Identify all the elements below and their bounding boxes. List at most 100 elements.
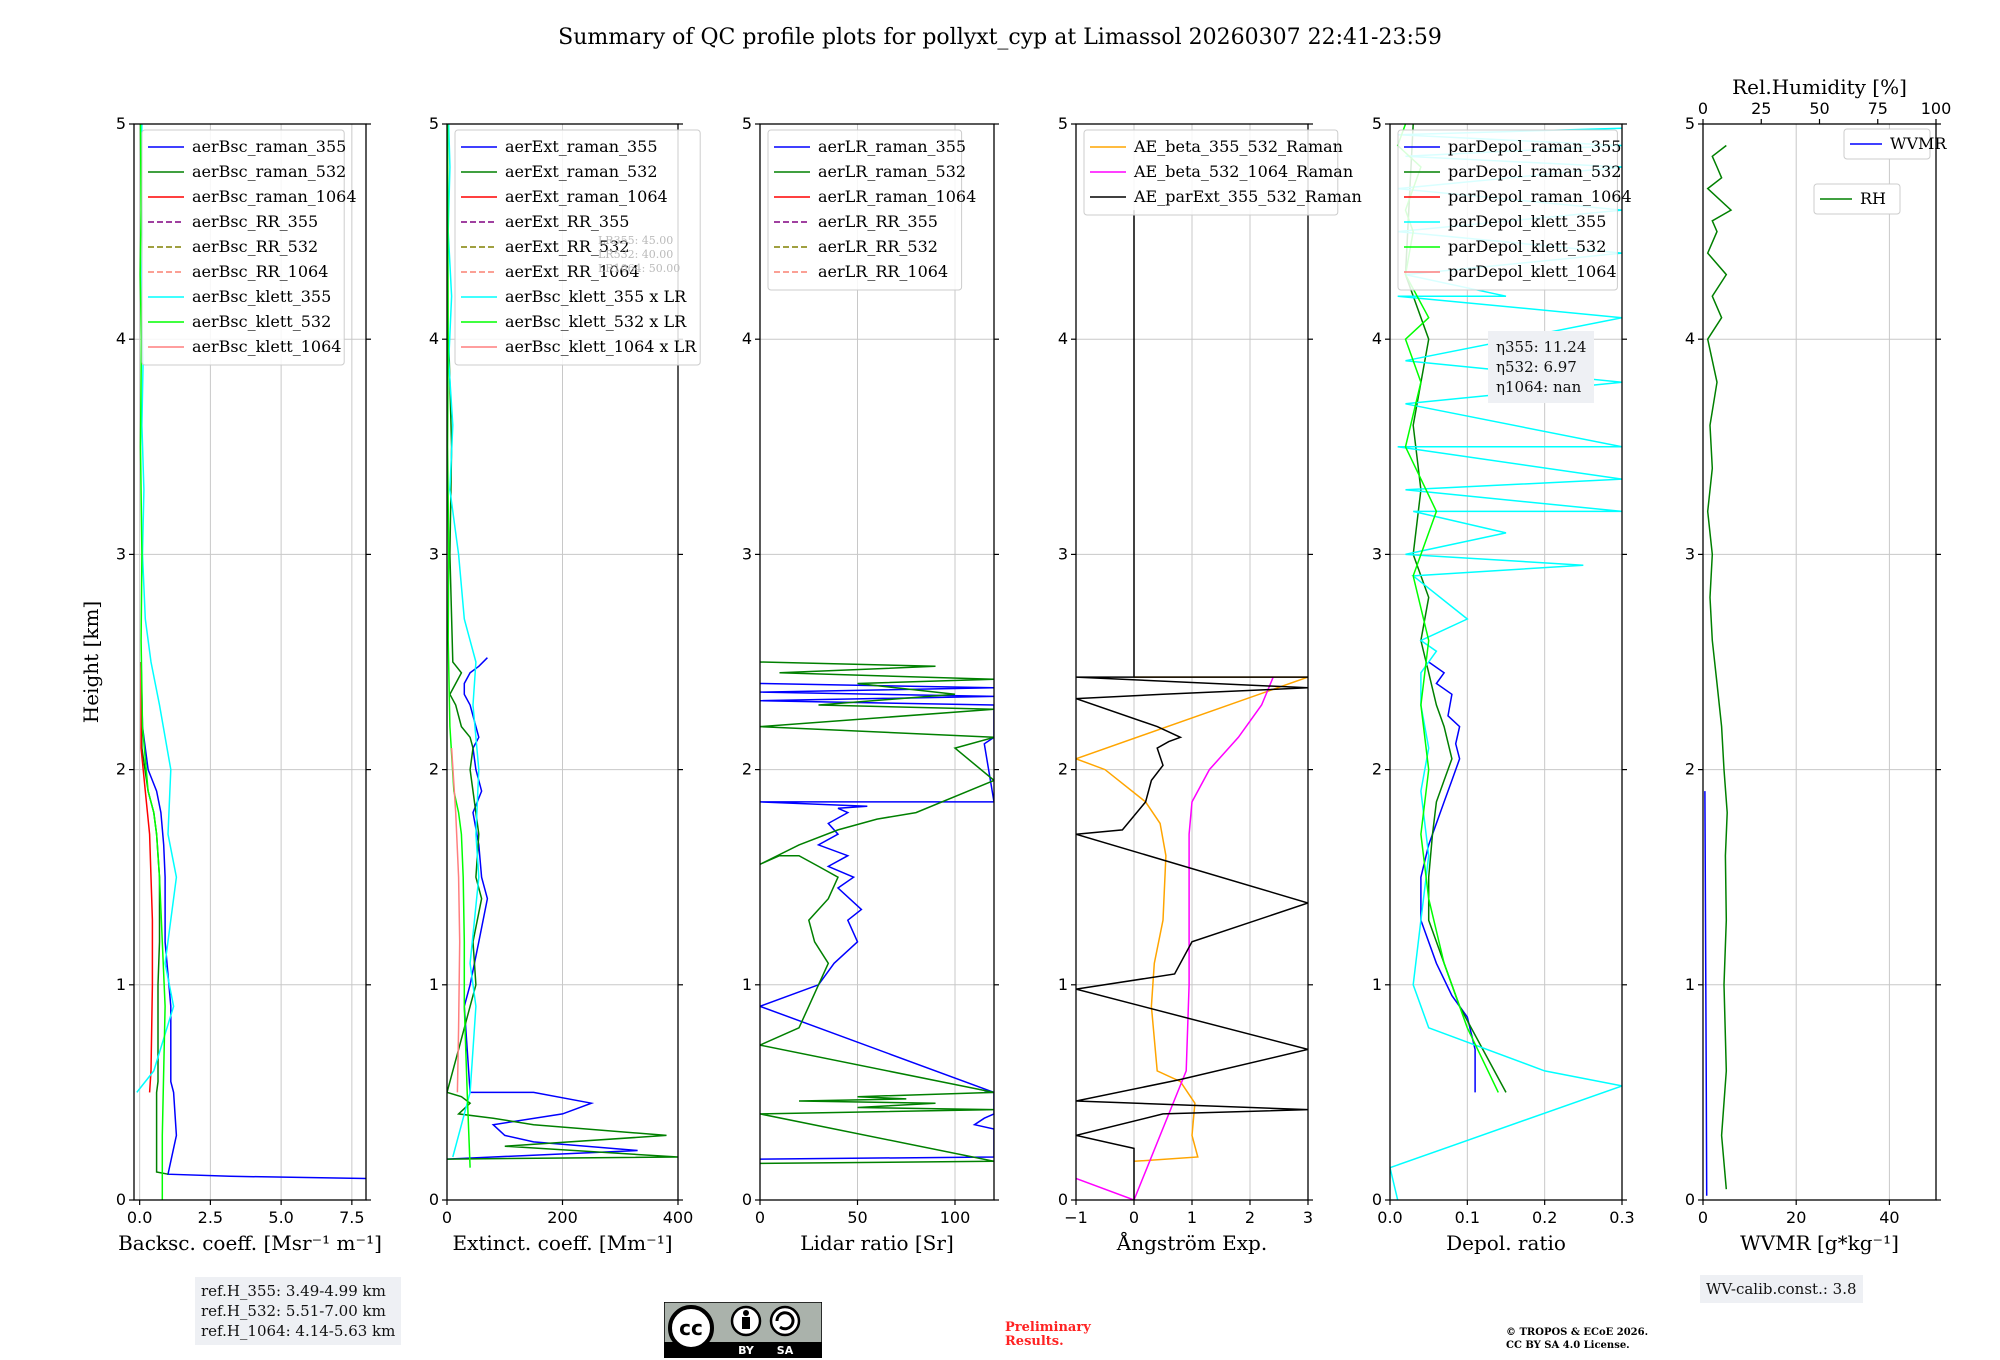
legend-entry-aerExt_raman_532: aerExt_raman_532 [505, 162, 658, 181]
y-tick-label: 3 [1685, 544, 1695, 563]
x2-tick-label: 75 [1868, 99, 1888, 118]
series-group [1076, 210, 1308, 1200]
series-line-aerExt_raman_355 [447, 657, 638, 1160]
eta-1064: η1064: nan [1496, 378, 1582, 396]
legend-entry-aerExt_raman_1064: aerExt_raman_1064 [505, 187, 668, 206]
legend-entry-aerBsc_RR_355: aerBsc_RR_355 [192, 212, 318, 231]
preliminary-line-1: Preliminary [1005, 1320, 1091, 1335]
chart-panel-depol: 0.0 0.1 0.2 0.3 0 1 2 3 4 5 Depol. ratio parDepol_r… [1372, 114, 1635, 1255]
x-axis-label: Depol. ratio [1446, 1231, 1566, 1255]
reference-height-box: ref.H_355: 3.49-4.99 km ref.H_532: 5.51-… [195, 1277, 402, 1345]
legend-entry-aerExt_RR_1064: aerExt_RR_1064 [505, 262, 640, 281]
sa-label: SA [777, 1344, 794, 1357]
series-line-aerBsc_raman_532 [140, 661, 169, 1175]
y-tick-label: 2 [1372, 760, 1382, 779]
legend-entry-aerBsc_klett_355 x LR: aerBsc_klett_355 x LR [505, 287, 687, 306]
ref-height-1064: ref.H_1064: 4.14-5.63 km [201, 1322, 396, 1340]
legend: AE_beta_355_532_Raman AE_beta_532_1064_Ra… [1083, 129, 1362, 216]
y-tick-label: 0 [116, 1190, 126, 1209]
legend-box [141, 129, 345, 366]
x-tick-label: −1 [1064, 1208, 1088, 1227]
chart-panel-wv: 0 20 40 0 1 2 3 4 5 WVMR [g*kg⁻¹] 0 25 50 75 100 Rel.Hu… [1685, 75, 1951, 1255]
series-group [1704, 144, 1733, 1196]
legend-entry-parDepol_raman_532: parDepol_raman_532 [1448, 162, 1621, 181]
copyright-line-1: © TROPOS & ECoE 2026. [1506, 1327, 1649, 1338]
x-tick-label: 0 [1129, 1208, 1139, 1227]
svg-text:cc: cc [679, 1316, 703, 1340]
x2-tick-label: 100 [1921, 99, 1952, 118]
x-tick-label: 0 [1698, 1208, 1708, 1227]
by-label: BY [738, 1344, 755, 1357]
x-tick-label: 3 [1303, 1208, 1313, 1227]
series-line-aerBsc_klett_532 x LR [447, 124, 471, 1168]
series-line-aerExt_raman_532 [447, 339, 678, 1160]
legend-entry-AE_beta_355_532_Raman: AE_beta_355_532_Raman [1133, 137, 1343, 156]
y-tick-label: 4 [1372, 329, 1382, 348]
lidar-ratio-note: LR355: 45.00 LR532: 40.00 LR1064: 50.00 [598, 234, 680, 276]
legend-entry-aerBsc_raman_1064: aerBsc_raman_1064 [192, 187, 357, 206]
axes-frame [133, 123, 367, 1201]
x-tick-label: 0.0 [1377, 1208, 1402, 1227]
y-tick-label: 0 [429, 1190, 439, 1209]
y-tick-label: 2 [742, 760, 752, 779]
legend-entry-aerLR_raman_1064: aerLR_raman_1064 [818, 187, 976, 206]
y-tick-label: 1 [116, 975, 126, 994]
legend-box [454, 129, 701, 366]
preliminary-note: Preliminary Results. [1005, 1321, 1091, 1349]
y-tick-label: 0 [1058, 1190, 1068, 1209]
chart-panel-bsc: 0.0 2.5 5.0 7.5 0 1 2 3 4 5 Backsc. coeff. [Msr⁻¹ … [79, 114, 382, 1255]
legend-box [1843, 128, 1931, 160]
x-tick-label: 1 [1187, 1208, 1197, 1227]
legend-box [1397, 129, 1618, 291]
x2-tick-label: 0 [1698, 99, 1708, 118]
y-tick-label: 3 [429, 544, 439, 563]
y-tick-label: 1 [429, 975, 439, 994]
preliminary-line-2: Results. [1005, 1334, 1064, 1349]
y-tick-label: 1 [1058, 975, 1068, 994]
series-group [760, 661, 994, 1165]
y-tick-label: 4 [429, 329, 439, 348]
x-tick-label: 20 [1786, 1208, 1806, 1227]
x-tick-label: 0.3 [1609, 1208, 1634, 1227]
series-line-aerBsc_klett_532 [139, 124, 166, 1200]
lr-note-532: LR532: 40.00 [598, 248, 674, 261]
series-line-RH [1706, 144, 1733, 1190]
x-axis-label: Ångström Exp. [1116, 1230, 1267, 1255]
axes-frame [1702, 123, 1937, 1201]
series-line-AE_beta_532_1064_Raman [1076, 676, 1274, 1200]
legend-entry-aerBsc_klett_1064 x LR: aerBsc_klett_1064 x LR [505, 337, 697, 356]
series-line-aerBsc_klett_355 x LR [447, 124, 480, 1158]
y-tick-label: 2 [429, 760, 439, 779]
x2-tick-label: 50 [1809, 99, 1829, 118]
y-tick-label: 3 [742, 544, 752, 563]
y-tick-label: 4 [1058, 329, 1068, 348]
y-tick-label: 0 [742, 1190, 752, 1209]
legend-entry-aerBsc_raman_355: aerBsc_raman_355 [192, 137, 346, 156]
x-tick-label: 2 [1245, 1208, 1255, 1227]
x-tick-label: 5.0 [268, 1208, 293, 1227]
lr-note-355: LR355: 45.00 [598, 234, 674, 247]
figure-title: Summary of QC profile plots for pollyxt_… [558, 25, 1442, 50]
ref-height-355: ref.H_355: 3.49-4.99 km [201, 1282, 386, 1300]
y-tick-label: 1 [742, 975, 752, 994]
y-tick-label: 5 [1685, 114, 1695, 133]
x-axis-label: Backsc. coeff. [Msr⁻¹ m⁻¹] [118, 1231, 382, 1255]
x-tick-label: 200 [547, 1208, 578, 1227]
y-tick-label: 5 [116, 114, 126, 133]
x-tick-label: 400 [663, 1208, 694, 1227]
legend: parDepol_raman_355 parDepol_raman_532 parD… [1397, 129, 1632, 291]
legend-entry-aerExt_RR_355: aerExt_RR_355 [505, 212, 629, 231]
cc-icon [668, 1305, 714, 1351]
y-tick-label: 5 [1372, 114, 1382, 133]
ref-height-532: ref.H_532: 5.51-7.00 km [201, 1302, 386, 1320]
x-tick-label: 40 [1879, 1208, 1899, 1227]
y-tick-label: 5 [742, 114, 752, 133]
axes-frame [1389, 123, 1623, 1201]
y-tick-label: 4 [1685, 329, 1695, 348]
lr-note-1064: LR1064: 50.00 [598, 262, 681, 275]
y-tick-label: 1 [1685, 975, 1695, 994]
y-tick-label: 2 [1058, 760, 1068, 779]
legend-entry-aerLR_RR_1064: aerLR_RR_1064 [818, 262, 948, 281]
